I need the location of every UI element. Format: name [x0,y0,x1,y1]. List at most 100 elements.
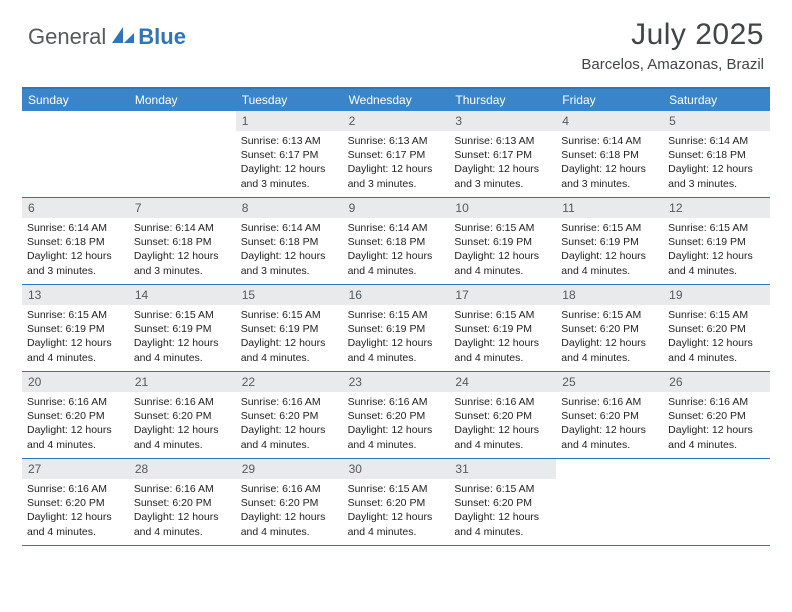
day-info: Sunrise: 6:16 AMSunset: 6:20 PMDaylight:… [22,392,129,456]
sunset-line: Sunset: 6:20 PM [668,322,765,336]
day-number: 14 [129,285,236,305]
daylight-line: Daylight: 12 hours and 3 minutes. [241,162,338,190]
sunset-line: Sunset: 6:17 PM [348,148,445,162]
weekday-header: Saturday [663,89,770,111]
sunrise-line: Sunrise: 6:14 AM [241,221,338,235]
daylight-line: Daylight: 12 hours and 4 minutes. [668,249,765,277]
daylight-line: Daylight: 12 hours and 4 minutes. [454,249,551,277]
sunset-line: Sunset: 6:19 PM [561,235,658,249]
sunset-line: Sunset: 6:20 PM [668,409,765,423]
weekday-header: Sunday [22,89,129,111]
sunset-line: Sunset: 6:20 PM [348,496,445,510]
day-info: Sunrise: 6:14 AMSunset: 6:18 PMDaylight:… [556,131,663,195]
day-cell: 24Sunrise: 6:16 AMSunset: 6:20 PMDayligh… [449,372,556,458]
day-info: Sunrise: 6:14 AMSunset: 6:18 PMDaylight:… [343,218,450,282]
day-number: 15 [236,285,343,305]
brand-logo: General Blue [28,24,186,50]
sunrise-line: Sunrise: 6:13 AM [241,134,338,148]
daylight-line: Daylight: 12 hours and 3 minutes. [134,249,231,277]
day-number: 16 [343,285,450,305]
daylight-line: Daylight: 12 hours and 4 minutes. [348,510,445,538]
sunrise-line: Sunrise: 6:14 AM [134,221,231,235]
sunset-line: Sunset: 6:19 PM [241,322,338,336]
daylight-line: Daylight: 12 hours and 4 minutes. [27,510,124,538]
day-number: 23 [343,372,450,392]
day-info: Sunrise: 6:15 AMSunset: 6:19 PMDaylight:… [343,305,450,369]
sunrise-line: Sunrise: 6:16 AM [241,395,338,409]
day-number: 20 [22,372,129,392]
day-cell: 31Sunrise: 6:15 AMSunset: 6:20 PMDayligh… [449,459,556,545]
location-text: Barcelos, Amazonas, Brazil [581,56,764,73]
sunrise-line: Sunrise: 6:13 AM [348,134,445,148]
day-cell: 13Sunrise: 6:15 AMSunset: 6:19 PMDayligh… [22,285,129,371]
day-cell: 16Sunrise: 6:15 AMSunset: 6:19 PMDayligh… [343,285,450,371]
empty-day [663,459,770,479]
day-info: Sunrise: 6:16 AMSunset: 6:20 PMDaylight:… [236,392,343,456]
sunrise-line: Sunrise: 6:15 AM [454,221,551,235]
day-number: 4 [556,111,663,131]
day-cell: 25Sunrise: 6:16 AMSunset: 6:20 PMDayligh… [556,372,663,458]
day-number: 10 [449,198,556,218]
sunset-line: Sunset: 6:19 PM [454,235,551,249]
day-number: 3 [449,111,556,131]
sunset-line: Sunset: 6:17 PM [454,148,551,162]
day-cell: 14Sunrise: 6:15 AMSunset: 6:19 PMDayligh… [129,285,236,371]
week-row: 27Sunrise: 6:16 AMSunset: 6:20 PMDayligh… [22,459,770,546]
day-cell: 17Sunrise: 6:15 AMSunset: 6:19 PMDayligh… [449,285,556,371]
daylight-line: Daylight: 12 hours and 4 minutes. [134,423,231,451]
day-cell [129,111,236,197]
daylight-line: Daylight: 12 hours and 4 minutes. [561,423,658,451]
sunset-line: Sunset: 6:17 PM [241,148,338,162]
sunrise-line: Sunrise: 6:15 AM [241,308,338,322]
sunset-line: Sunset: 6:20 PM [241,496,338,510]
day-info: Sunrise: 6:13 AMSunset: 6:17 PMDaylight:… [449,131,556,195]
day-info: Sunrise: 6:14 AMSunset: 6:18 PMDaylight:… [236,218,343,282]
day-info: Sunrise: 6:15 AMSunset: 6:19 PMDaylight:… [556,218,663,282]
daylight-line: Daylight: 12 hours and 3 minutes. [561,162,658,190]
daylight-line: Daylight: 12 hours and 4 minutes. [348,336,445,364]
day-cell: 1Sunrise: 6:13 AMSunset: 6:17 PMDaylight… [236,111,343,197]
day-cell: 22Sunrise: 6:16 AMSunset: 6:20 PMDayligh… [236,372,343,458]
day-number: 22 [236,372,343,392]
day-info: Sunrise: 6:15 AMSunset: 6:19 PMDaylight:… [22,305,129,369]
day-cell: 12Sunrise: 6:15 AMSunset: 6:19 PMDayligh… [663,198,770,284]
sunrise-line: Sunrise: 6:14 AM [668,134,765,148]
daylight-line: Daylight: 12 hours and 4 minutes. [668,423,765,451]
weeks-container: 1Sunrise: 6:13 AMSunset: 6:17 PMDaylight… [22,111,770,546]
month-title: July 2025 [581,18,764,52]
sunrise-line: Sunrise: 6:16 AM [241,482,338,496]
day-info: Sunrise: 6:16 AMSunset: 6:20 PMDaylight:… [663,392,770,456]
day-number: 17 [449,285,556,305]
sunset-line: Sunset: 6:20 PM [27,409,124,423]
day-info: Sunrise: 6:14 AMSunset: 6:18 PMDaylight:… [663,131,770,195]
weekday-header: Friday [556,89,663,111]
sunrise-line: Sunrise: 6:16 AM [134,395,231,409]
sunrise-line: Sunrise: 6:15 AM [561,221,658,235]
sunrise-line: Sunrise: 6:16 AM [561,395,658,409]
sunset-line: Sunset: 6:19 PM [668,235,765,249]
day-cell: 9Sunrise: 6:14 AMSunset: 6:18 PMDaylight… [343,198,450,284]
sunset-line: Sunset: 6:19 PM [27,322,124,336]
weekday-header-row: SundayMondayTuesdayWednesdayThursdayFrid… [22,89,770,111]
sunset-line: Sunset: 6:20 PM [348,409,445,423]
sunset-line: Sunset: 6:18 PM [134,235,231,249]
sunset-line: Sunset: 6:19 PM [348,322,445,336]
day-cell: 26Sunrise: 6:16 AMSunset: 6:20 PMDayligh… [663,372,770,458]
weekday-header: Monday [129,89,236,111]
sunrise-line: Sunrise: 6:16 AM [27,395,124,409]
day-info: Sunrise: 6:13 AMSunset: 6:17 PMDaylight:… [343,131,450,195]
sunrise-line: Sunrise: 6:15 AM [134,308,231,322]
daylight-line: Daylight: 12 hours and 4 minutes. [561,249,658,277]
daylight-line: Daylight: 12 hours and 4 minutes. [561,336,658,364]
sunrise-line: Sunrise: 6:15 AM [348,308,445,322]
weekday-header: Wednesday [343,89,450,111]
sunrise-line: Sunrise: 6:16 AM [27,482,124,496]
sunrise-line: Sunrise: 6:15 AM [668,308,765,322]
day-cell: 2Sunrise: 6:13 AMSunset: 6:17 PMDaylight… [343,111,450,197]
day-info: Sunrise: 6:15 AMSunset: 6:20 PMDaylight:… [556,305,663,369]
week-row: 13Sunrise: 6:15 AMSunset: 6:19 PMDayligh… [22,285,770,372]
daylight-line: Daylight: 12 hours and 3 minutes. [27,249,124,277]
day-cell: 7Sunrise: 6:14 AMSunset: 6:18 PMDaylight… [129,198,236,284]
day-number: 28 [129,459,236,479]
daylight-line: Daylight: 12 hours and 4 minutes. [348,423,445,451]
